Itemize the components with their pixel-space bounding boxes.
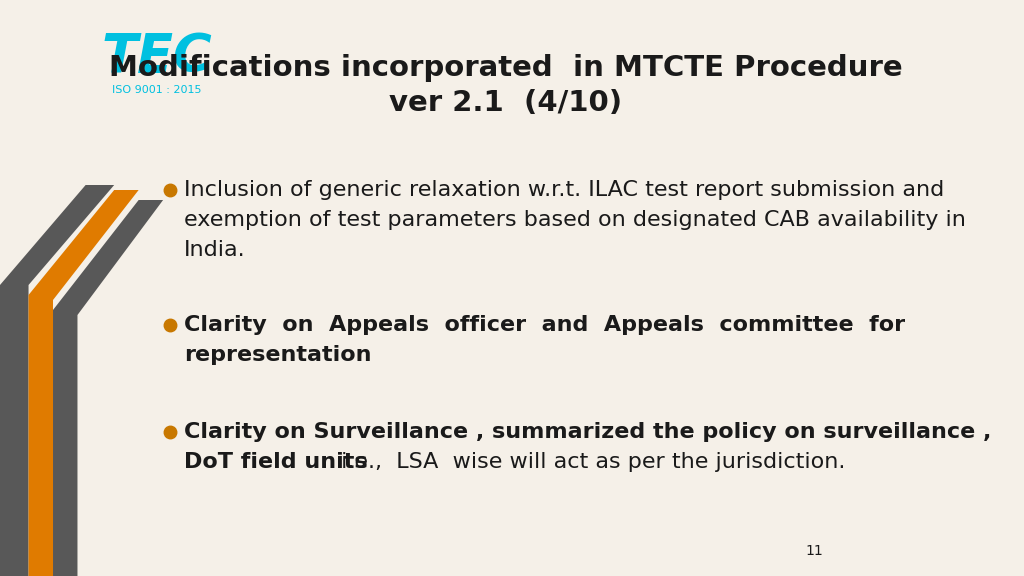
Text: India.: India. [184,240,246,260]
Text: 11: 11 [806,544,823,558]
Text: DoT field units: DoT field units [184,452,368,472]
Text: TEC: TEC [101,31,212,83]
Text: ISO 9001 : 2015: ISO 9001 : 2015 [112,85,202,95]
Text: representation: representation [184,345,372,365]
Polygon shape [0,185,114,576]
Polygon shape [29,190,138,576]
Text: i.e.,  LSA  wise will act as per the jurisdiction.: i.e., LSA wise will act as per the juris… [334,452,846,472]
Text: ver 2.1  (4/10): ver 2.1 (4/10) [389,89,623,117]
Text: Clarity  on  Appeals  officer  and  Appeals  committee  for: Clarity on Appeals officer and Appeals c… [184,315,905,335]
Polygon shape [53,200,163,576]
Text: Inclusion of generic relaxation w.r.t. ILAC test report submission and: Inclusion of generic relaxation w.r.t. I… [184,180,944,200]
Text: Clarity on Surveillance , summarized the policy on surveillance ,: Clarity on Surveillance , summarized the… [184,422,991,442]
Text: Modifications incorporated  in MTCTE Procedure: Modifications incorporated in MTCTE Proc… [109,54,902,82]
Text: exemption of test parameters based on designated CAB availability in: exemption of test parameters based on de… [184,210,967,230]
